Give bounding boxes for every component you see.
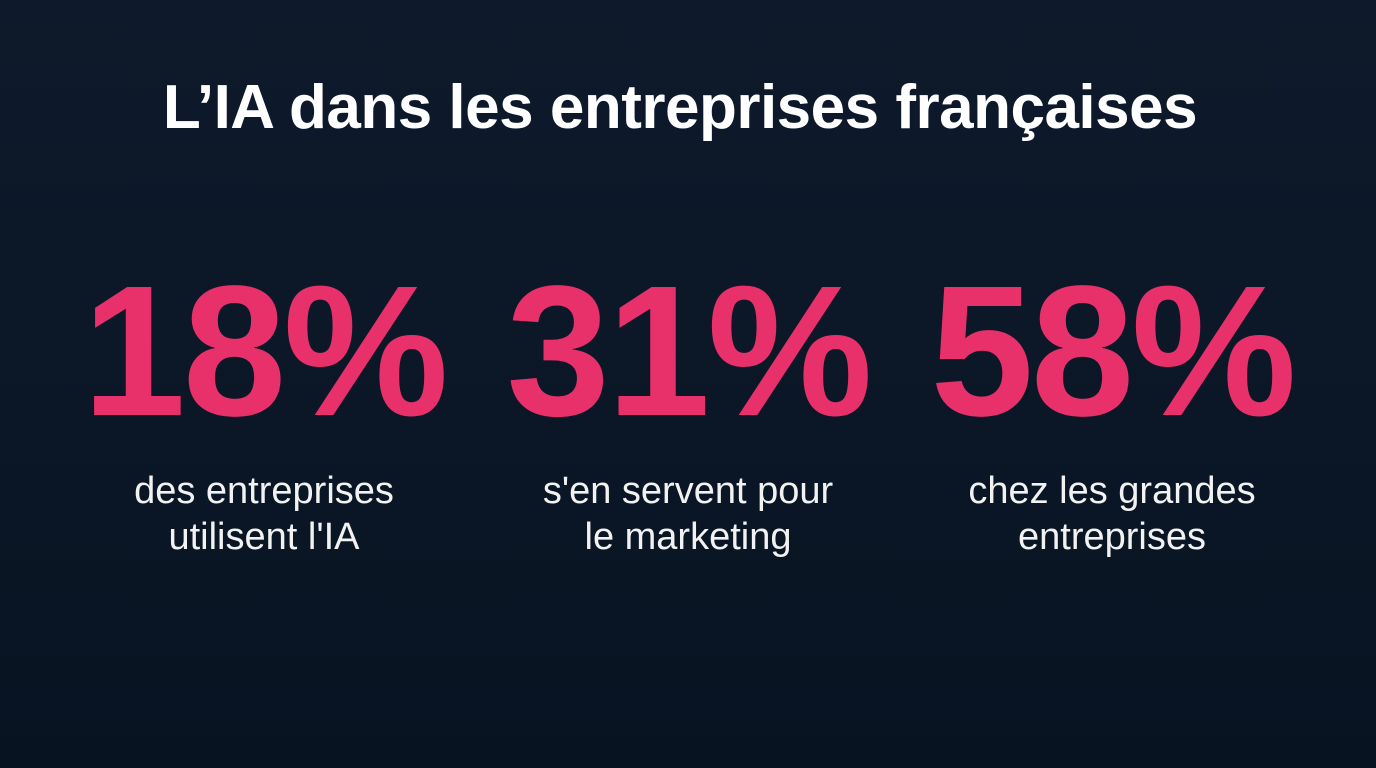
stat-description-line: le marketing: [584, 516, 792, 558]
stat-card-large-companies: 58% chez les grandes entreprises: [912, 248, 1312, 560]
stat-description-line: chez les grandes: [968, 470, 1256, 512]
stat-description: des entreprises utilisent l'IA: [64, 468, 464, 560]
stat-value: 58%: [930, 248, 1296, 455]
stat-description: s'en servent pour le marketing: [488, 468, 888, 560]
page-title: L’IA dans les entreprises françaises: [162, 73, 1198, 142]
stat-value: 31%: [506, 248, 872, 455]
stat-description: chez les grandes entreprises: [912, 468, 1312, 560]
stat-description-line: s'en servent pour: [542, 470, 834, 512]
stat-card-marketing: 31% s'en servent pour le marketing: [488, 248, 888, 560]
stat-description-line: des entreprises: [134, 470, 394, 512]
stat-value: 18%: [82, 248, 448, 455]
stat-description-line: utilisent l'IA: [168, 516, 360, 558]
stat-description-line: entreprises: [1018, 516, 1206, 558]
stat-card-usage: 18% des entreprises utilisent l'IA: [64, 248, 464, 560]
